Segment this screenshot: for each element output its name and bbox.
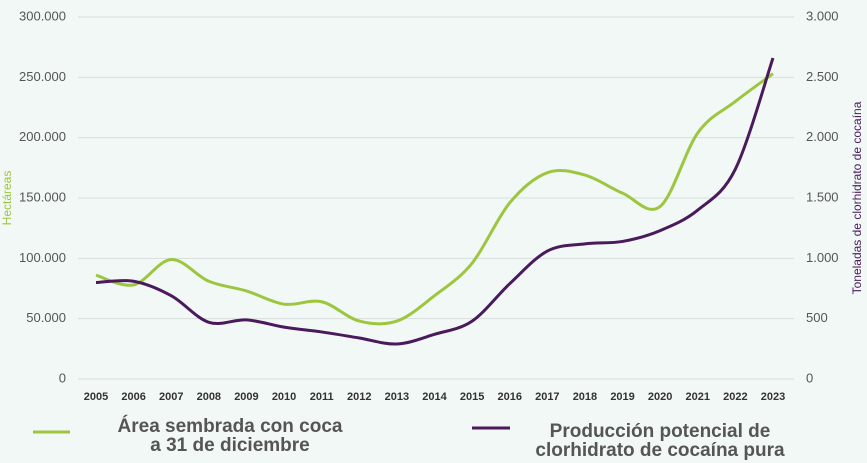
- x-tick-label: 2016: [497, 391, 521, 403]
- x-tick-label: 2017: [535, 391, 559, 403]
- x-tick-label: 2008: [197, 391, 221, 403]
- y2-tick-label: 0: [806, 370, 813, 385]
- legend-label: Producción potencial de clorhidrato de c…: [535, 421, 785, 461]
- y2-tick-label: 2.000: [806, 129, 839, 144]
- x-tick-label: 2020: [648, 391, 672, 403]
- legend-label: Área sembrada con coca a 31 de diciembre: [117, 416, 343, 456]
- x-tick-label: 2007: [159, 391, 183, 403]
- y-tick-label: 50.000: [26, 310, 66, 325]
- y2-axis-title: Toneladas de clorhidrato de cocaína: [850, 101, 864, 294]
- x-tick-label: 2010: [272, 391, 296, 403]
- series-line: [95, 57, 775, 346]
- x-tick-label: 2011: [310, 391, 334, 403]
- x-tick-label: 2019: [610, 391, 634, 403]
- x-tick-label: 2018: [573, 391, 597, 403]
- y2-tick-label: 500: [806, 310, 828, 325]
- y-tick-label: 100.000: [19, 250, 66, 265]
- x-tick-label: 2022: [723, 391, 747, 403]
- x-tick-label: 2021: [686, 391, 710, 403]
- y2-tick-label: 2.500: [806, 69, 839, 84]
- y2-tick-label: 1.000: [806, 250, 839, 265]
- y-tick-label: 300.000: [19, 8, 66, 23]
- x-tick-label: 2015: [460, 391, 484, 403]
- y-tick-label: 150.000: [19, 189, 66, 204]
- y2-tick-label: 1.500: [806, 189, 839, 204]
- y-tick-label: 200.000: [19, 129, 66, 144]
- y-tick-label: 250.000: [19, 69, 66, 84]
- y-tick-label: 0: [59, 370, 66, 385]
- x-tick-label: 2013: [385, 391, 409, 403]
- x-tick-label: 2006: [121, 391, 145, 403]
- x-tick-label: 2009: [234, 391, 258, 403]
- series-line: [95, 72, 774, 326]
- x-tick-label: 2014: [422, 391, 447, 403]
- x-tick-label: 2005: [84, 391, 108, 403]
- y2-tick-label: 3.000: [806, 8, 839, 23]
- y-axis-title: Hectáreas: [0, 171, 14, 226]
- x-tick-label: 2012: [347, 391, 371, 403]
- x-tick-label: 2023: [761, 391, 785, 403]
